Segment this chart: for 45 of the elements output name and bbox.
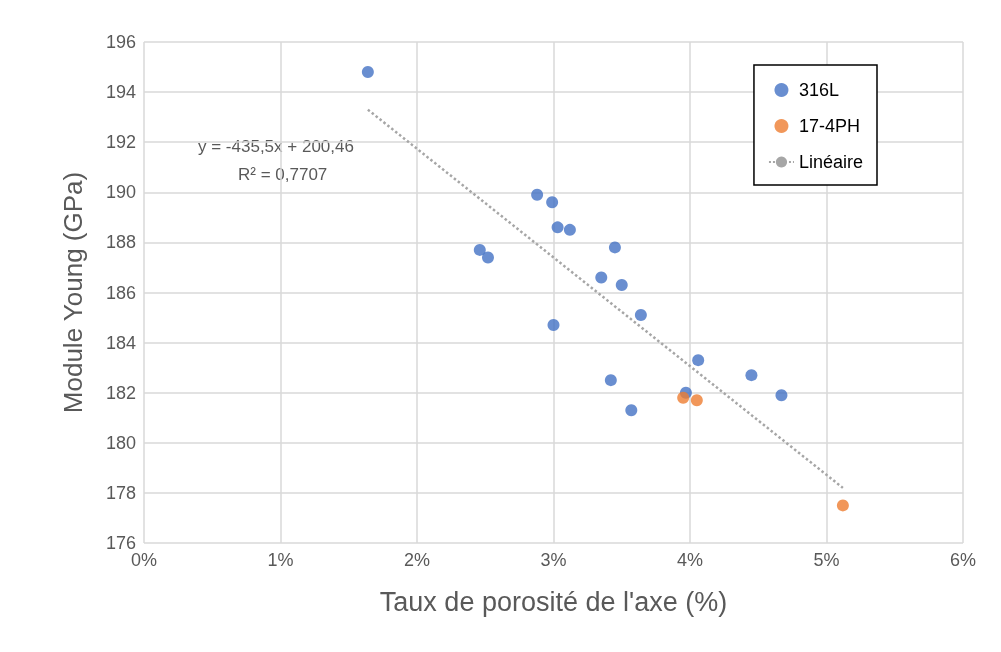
point <box>473 243 486 256</box>
legend-label: 316L <box>798 80 839 100</box>
y-tick-label: 186 <box>105 282 136 303</box>
legend-label: 17-4PH <box>798 116 860 136</box>
point <box>625 404 638 417</box>
y-tick-label: 196 <box>105 32 136 52</box>
x-tick-label: 0% <box>130 550 158 570</box>
point <box>551 221 564 234</box>
y-tick-label: 182 <box>105 382 136 403</box>
y-tick-label: 192 <box>105 132 136 153</box>
point <box>595 271 608 284</box>
point <box>481 251 494 264</box>
x-tick-label: 5% <box>813 550 840 570</box>
x-tick-label: 6% <box>949 550 977 570</box>
point <box>531 188 544 201</box>
x-tick-label: 4% <box>676 550 704 570</box>
point <box>563 223 576 236</box>
point <box>547 319 560 332</box>
y-axis-title: Module Young (GPa) <box>58 171 88 414</box>
legend-label: Linéaire <box>798 152 863 172</box>
point <box>692 354 705 367</box>
point <box>634 309 647 322</box>
x-tick-label: 1% <box>267 550 294 570</box>
y-tick-label: 194 <box>105 82 136 103</box>
point <box>745 369 758 382</box>
point <box>677 391 690 404</box>
y-tick-label: 190 <box>105 182 136 203</box>
point <box>608 241 621 254</box>
y-tick-label: 176 <box>105 533 136 553</box>
point <box>604 374 617 387</box>
point <box>775 389 788 402</box>
x-tick-label: 2% <box>403 550 431 570</box>
point <box>546 196 559 209</box>
x-axis-title: Taux de porosité de l'axe (%) <box>379 586 728 617</box>
point <box>690 394 703 407</box>
x-tick-label: 3% <box>540 550 567 570</box>
annotation: y = -435,5x + 200,46 <box>198 137 354 156</box>
y-tick-label: 184 <box>105 332 136 353</box>
point <box>836 499 849 512</box>
y-tick-label: 188 <box>105 232 136 253</box>
y-tick-label: 180 <box>105 432 136 453</box>
annotation: R² = 0,7707 <box>238 165 328 184</box>
point <box>615 278 628 291</box>
y-tick-label: 178 <box>105 482 136 503</box>
point <box>361 66 374 79</box>
